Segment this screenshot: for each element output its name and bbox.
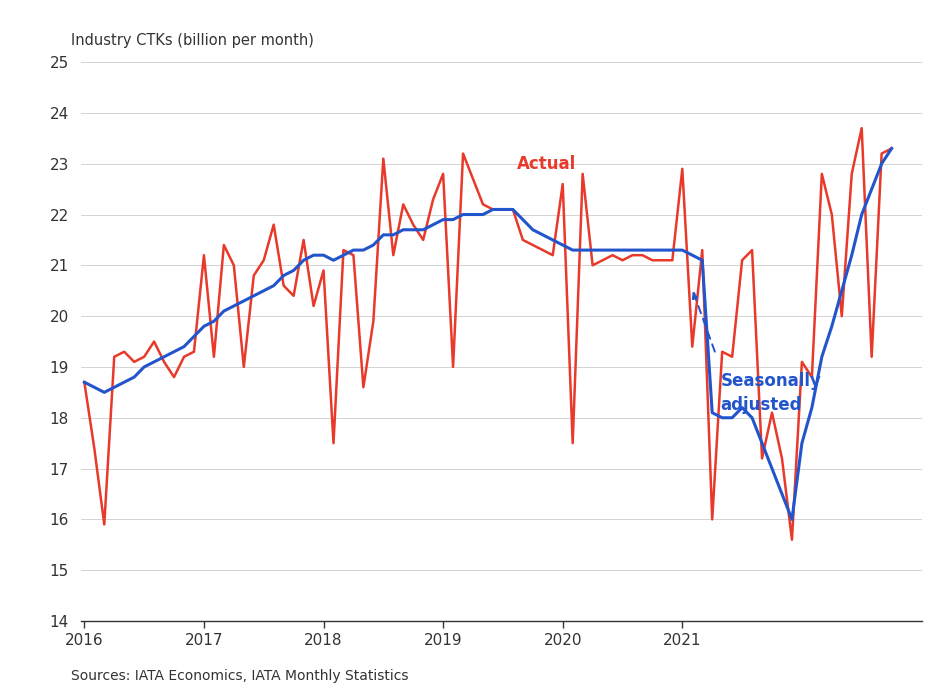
Text: Sources: IATA Economics, IATA Monthly Statistics: Sources: IATA Economics, IATA Monthly St…	[71, 669, 408, 682]
Text: Seasonally
adjusted: Seasonally adjusted	[721, 372, 822, 413]
Text: Industry CTKs (billion per month): Industry CTKs (billion per month)	[71, 33, 314, 48]
Text: Actual: Actual	[517, 155, 577, 172]
